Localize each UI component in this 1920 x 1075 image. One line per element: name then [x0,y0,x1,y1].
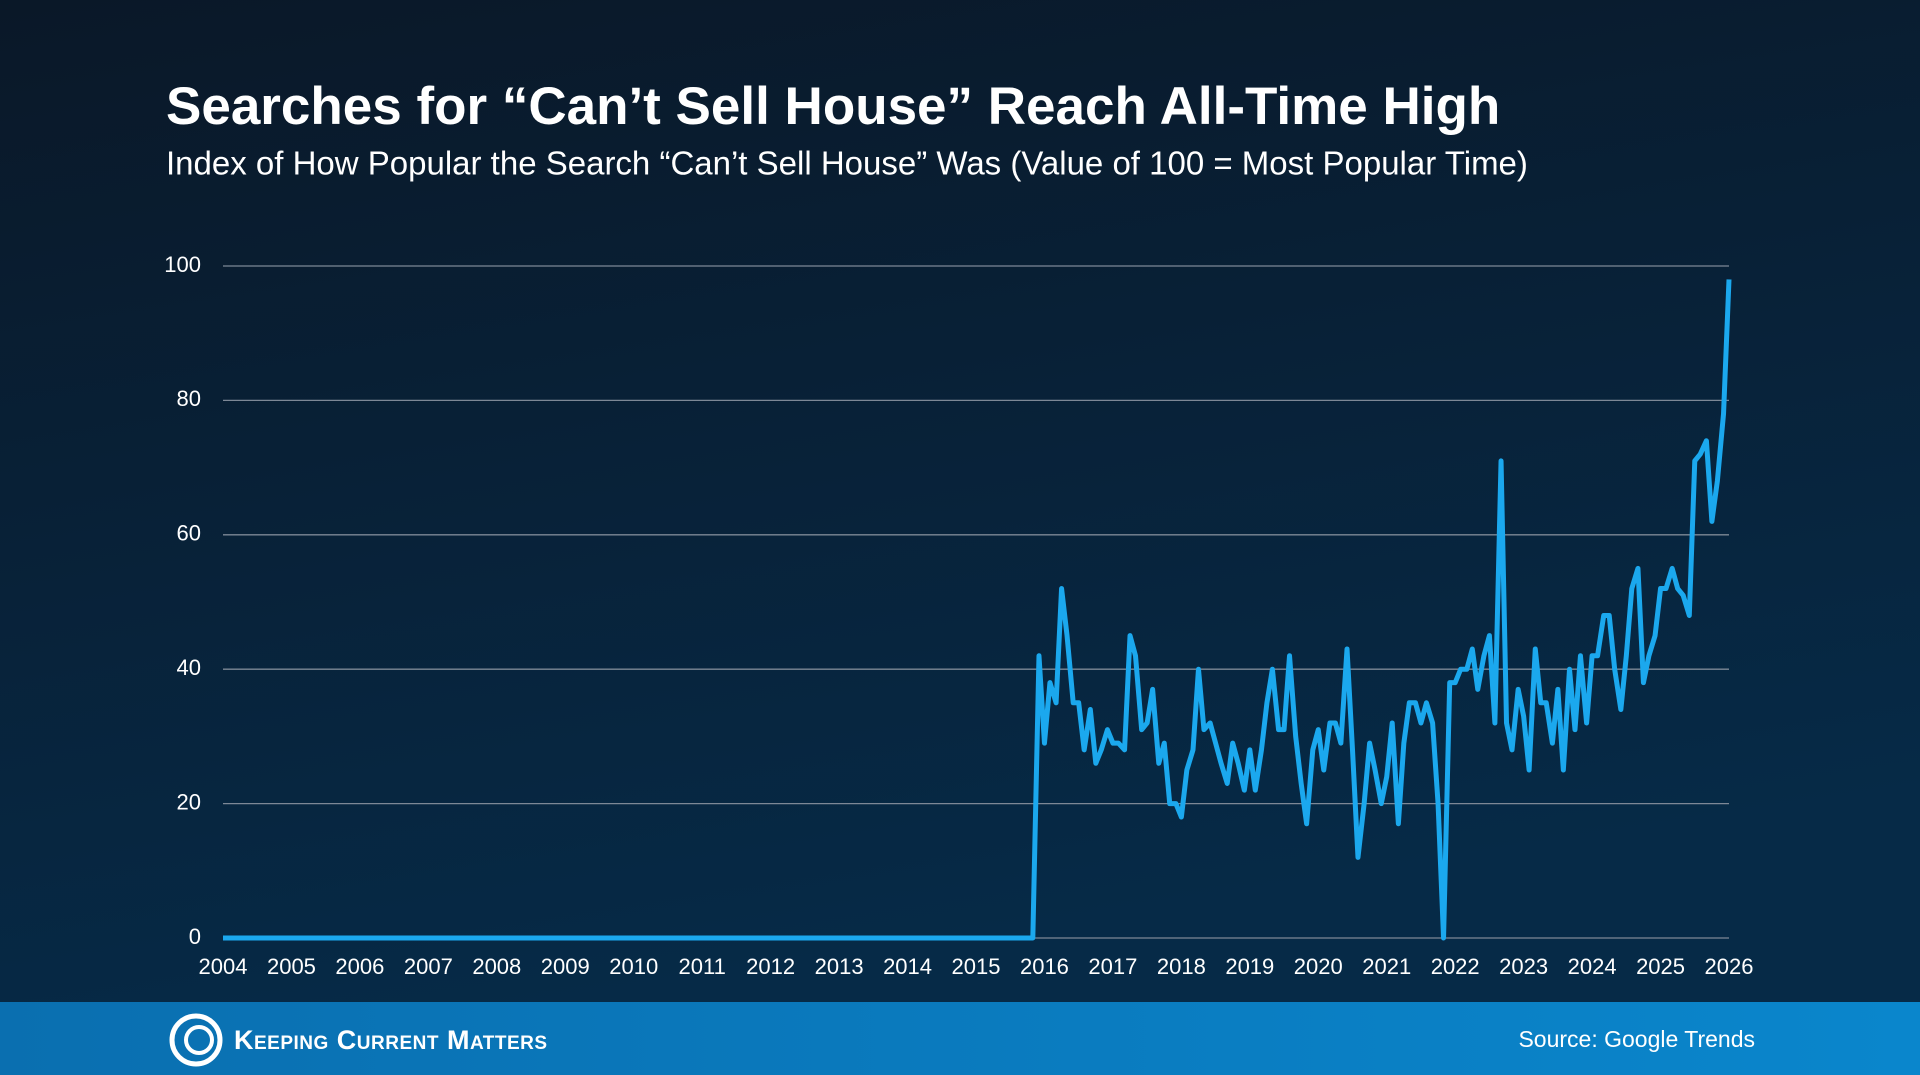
x-tick-label: 2005 [267,954,316,979]
logo-icon [169,1013,223,1067]
x-tick-label: 2023 [1499,954,1548,979]
x-tick-label: 2010 [609,954,658,979]
data-line [223,279,1732,941]
y-tick-label: 0 [189,924,201,949]
x-tick-label: 2021 [1362,954,1411,979]
background [0,0,1920,1002]
y-tick-label: 60 [177,521,201,546]
x-tick-label: 2024 [1568,954,1617,979]
x-tick-label: 2017 [1088,954,1137,979]
x-tick-label: 2016 [1020,954,1069,979]
x-tick-label: 2012 [746,954,795,979]
x-tick-label: 2014 [883,954,932,979]
x-tick-label: 2019 [1225,954,1274,979]
x-tick-label: 2008 [472,954,521,979]
brand: Keeping Current Matters [234,1025,548,1055]
x-tick-label: 2015 [952,954,1001,979]
x-tick-label: 2004 [199,954,248,979]
x-tick-label: 2011 [679,954,726,979]
y-tick-label: 20 [177,789,201,814]
x-tick-label: 2013 [815,954,864,979]
footer-band [0,1002,1920,1075]
x-tick-label: 2026 [1705,954,1754,979]
y-tick-label: 40 [177,655,201,680]
x-tick-label: 2022 [1431,954,1480,979]
chart-subtitle: Index of How Popular the Search “Can’t S… [166,145,1528,182]
source: Source: Google Trends [1518,1026,1755,1052]
y-tick-label: 80 [177,386,201,411]
x-tick-label: 2006 [335,954,384,979]
x-tick-label: 2007 [404,954,453,979]
x-tick-label: 2020 [1294,954,1343,979]
x-tick-label: 2025 [1636,954,1685,979]
x-tick-label: 2018 [1157,954,1206,979]
chart-title: Searches for “Can’t Sell House” Reach Al… [166,77,1500,136]
x-tick-label: 2009 [541,954,590,979]
y-tick-label: 100 [164,252,201,277]
